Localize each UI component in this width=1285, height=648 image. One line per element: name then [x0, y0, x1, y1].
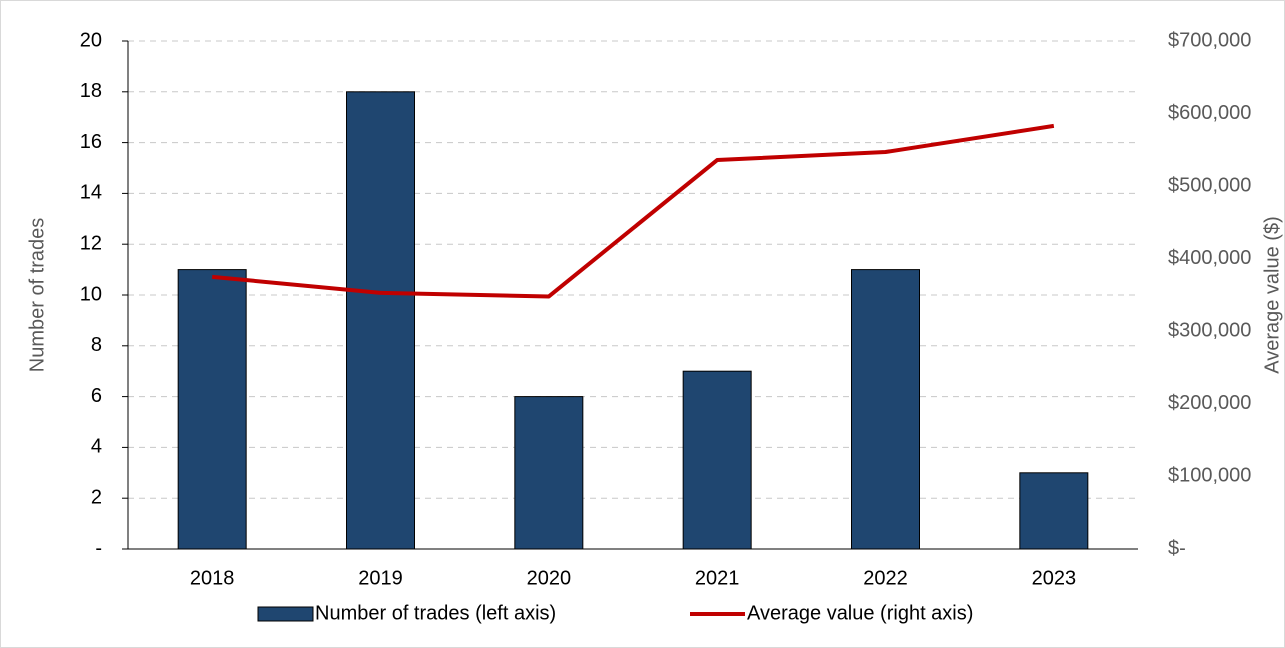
- line: [211, 123, 1055, 299]
- y2-tick-label: $-: [1168, 537, 1186, 559]
- x-tick-label: 2020: [527, 567, 572, 589]
- y-tick-label: -: [95, 537, 102, 559]
- y-tick-label: 8: [91, 334, 102, 356]
- y-tick-label: 20: [80, 29, 102, 51]
- y2-tick-label: $600,000: [1168, 102, 1251, 124]
- y-tick-label: 14: [80, 182, 102, 204]
- y-tick-label: 10: [80, 283, 102, 305]
- y-axis-label: Number of trades: [26, 218, 48, 373]
- bar: [1019, 472, 1089, 550]
- x-tick-label: 2023: [1032, 567, 1077, 589]
- y-tick-label: 2: [91, 486, 102, 508]
- x-tick-label: 2021: [695, 567, 740, 589]
- bar: [682, 370, 752, 550]
- y2-tick-label: $200,000: [1168, 392, 1251, 414]
- bar: [346, 91, 415, 550]
- bar: [851, 269, 920, 550]
- y2-tick-label: $100,000: [1168, 465, 1251, 487]
- y-tick-label: 16: [80, 131, 102, 153]
- y2-axis-label: Average value ($): [1261, 216, 1283, 374]
- bar: [514, 396, 584, 550]
- y2-tick-label: $300,000: [1168, 320, 1251, 342]
- legend-label: Average value (right axis): [747, 602, 973, 624]
- bar: [177, 269, 247, 550]
- y2-tick-label: $400,000: [1168, 247, 1251, 269]
- y-tick-label: 6: [91, 385, 102, 407]
- y-tick-label: 18: [80, 80, 102, 102]
- y-tick-label: 4: [91, 436, 102, 458]
- y-tick-label: 12: [80, 232, 102, 254]
- y2-tick-label: $500,000: [1168, 174, 1251, 196]
- y2-tick-label: $700,000: [1168, 29, 1251, 51]
- x-tick-label: 2022: [863, 567, 908, 589]
- x-tick-label: 2018: [190, 567, 235, 589]
- x-tick-label: 2019: [358, 567, 403, 589]
- legend-swatch: [257, 606, 314, 622]
- legend-label: Number of trades (left axis): [315, 602, 556, 624]
